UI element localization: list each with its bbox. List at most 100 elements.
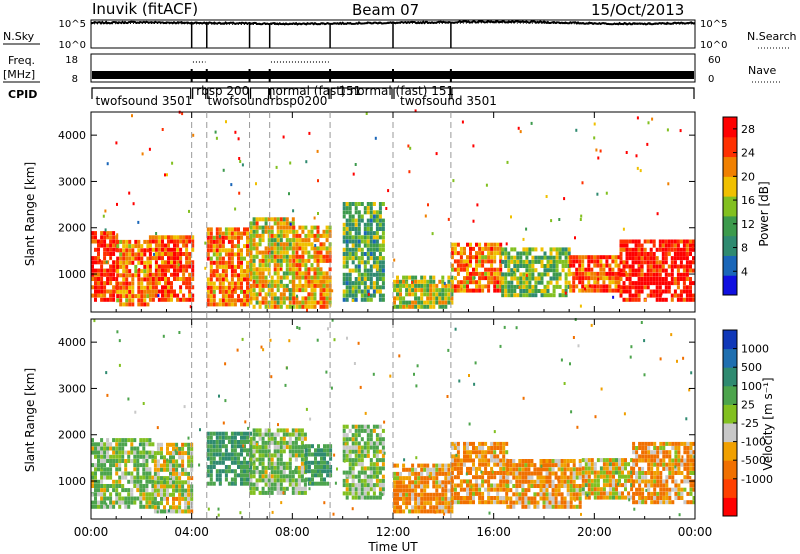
heatmap-cell [566,475,570,480]
heatmap-cell [264,279,268,284]
heatmap-cell [181,442,185,447]
heatmap-cell [596,478,600,483]
heatmap-cell [518,471,522,476]
heatmap-cell [252,470,256,475]
colorbar-swatch [723,156,737,177]
heatmap-cell [569,492,573,497]
heatmap-cell [252,292,256,297]
heatmap-cell [579,218,582,221]
heatmap-cell [539,496,543,501]
heatmap-cell [481,454,485,459]
heatmap-cell [372,491,376,496]
heatmap-cell [112,446,116,451]
heatmap-cell [402,484,406,489]
heatmap-cell [622,297,626,302]
heatmap-cell [345,277,349,281]
heatmap-cell [243,460,246,465]
heatmap-cell [502,483,506,488]
heatmap-cell [435,484,439,489]
heatmap-cell [166,496,169,501]
heatmap-cell [608,483,612,488]
heatmap-cell [417,279,421,284]
heatmap-cell [450,496,454,500]
heatmap-cell [664,285,668,290]
heatmap-cell [218,469,222,474]
heatmap-cell [516,264,520,268]
heatmap-cell [621,458,624,463]
heatmap-cell [185,252,189,256]
heatmap-cell [590,267,594,272]
heatmap-cell [375,466,379,471]
heatmap-cell [230,260,234,265]
heatmap-cell [519,251,523,256]
heatmap-cell [692,268,695,273]
heatmap-cell [261,238,265,243]
heatmap-cell [227,465,231,469]
heatmap-cell [288,461,292,466]
heatmap-cell [273,432,277,437]
heatmap-cell [282,292,286,297]
heatmap-cell [297,465,301,470]
heatmap-cell [345,449,349,454]
heatmap-cell [447,275,451,280]
heatmap-cell [151,492,155,497]
heatmap-cell [311,481,314,486]
heatmap-cell [351,218,355,223]
heatmap-cell [506,463,510,468]
heatmap-cell [258,275,262,280]
heatmap-cell [345,235,349,240]
heatmap-cell [689,260,692,265]
heatmap-cell [270,300,274,305]
heatmap-cell [100,285,104,290]
heatmap-cell [167,289,170,294]
heatmap-cell [399,279,402,284]
heatmap-cell [148,471,152,476]
heatmap-cell [530,475,534,480]
heatmap-cell [166,467,169,472]
heatmap-cell [240,248,243,253]
heatmap-cell [420,463,424,468]
heatmap-cell [313,292,317,297]
heatmap-cell [258,432,262,437]
heatmap-cell [273,453,277,458]
heatmap-cell [354,445,358,450]
heatmap-cell [673,252,677,256]
heatmap-cell [118,363,121,367]
heatmap-cell [481,288,485,293]
heatmap-cell [566,488,570,493]
heatmap-cell [316,225,320,230]
heatmap-cell [342,449,346,454]
heatmap-cell [366,495,370,500]
heatmap-cell [291,304,295,309]
heatmap-cell [685,289,689,294]
heatmap-cell [682,277,686,281]
heatmap-cell [525,259,529,264]
heatmap-cell [118,492,122,497]
heatmap-cell [307,267,311,272]
heatmap-cell [249,487,252,490]
heatmap-cell [357,285,361,290]
heatmap-cell [389,374,392,378]
heatmap-cell [224,269,228,274]
heatmap-cell [264,225,268,230]
heatmap-cell [237,294,240,299]
heatmap-cell [490,475,494,480]
heatmap-cell [402,467,406,472]
heatmap-cell [227,469,231,474]
heatmap-cell [578,471,582,476]
heatmap-cell [291,453,295,458]
heatmap-cell [173,260,176,265]
heatmap-cell [542,484,546,488]
heatmap-cell [435,152,438,156]
heatmap-cell [319,292,323,297]
heatmap-cell [354,428,358,433]
colorbar-tick-label: 28 [741,123,755,136]
heatmap-cell [411,300,415,305]
heatmap-cell [506,504,510,509]
heatmap-cell [109,297,113,302]
heatmap-cell [94,235,97,240]
heatmap-cell [153,484,157,489]
heatmap-cell [646,268,650,273]
heatmap-cell [644,479,648,484]
heatmap-cell [475,263,478,268]
